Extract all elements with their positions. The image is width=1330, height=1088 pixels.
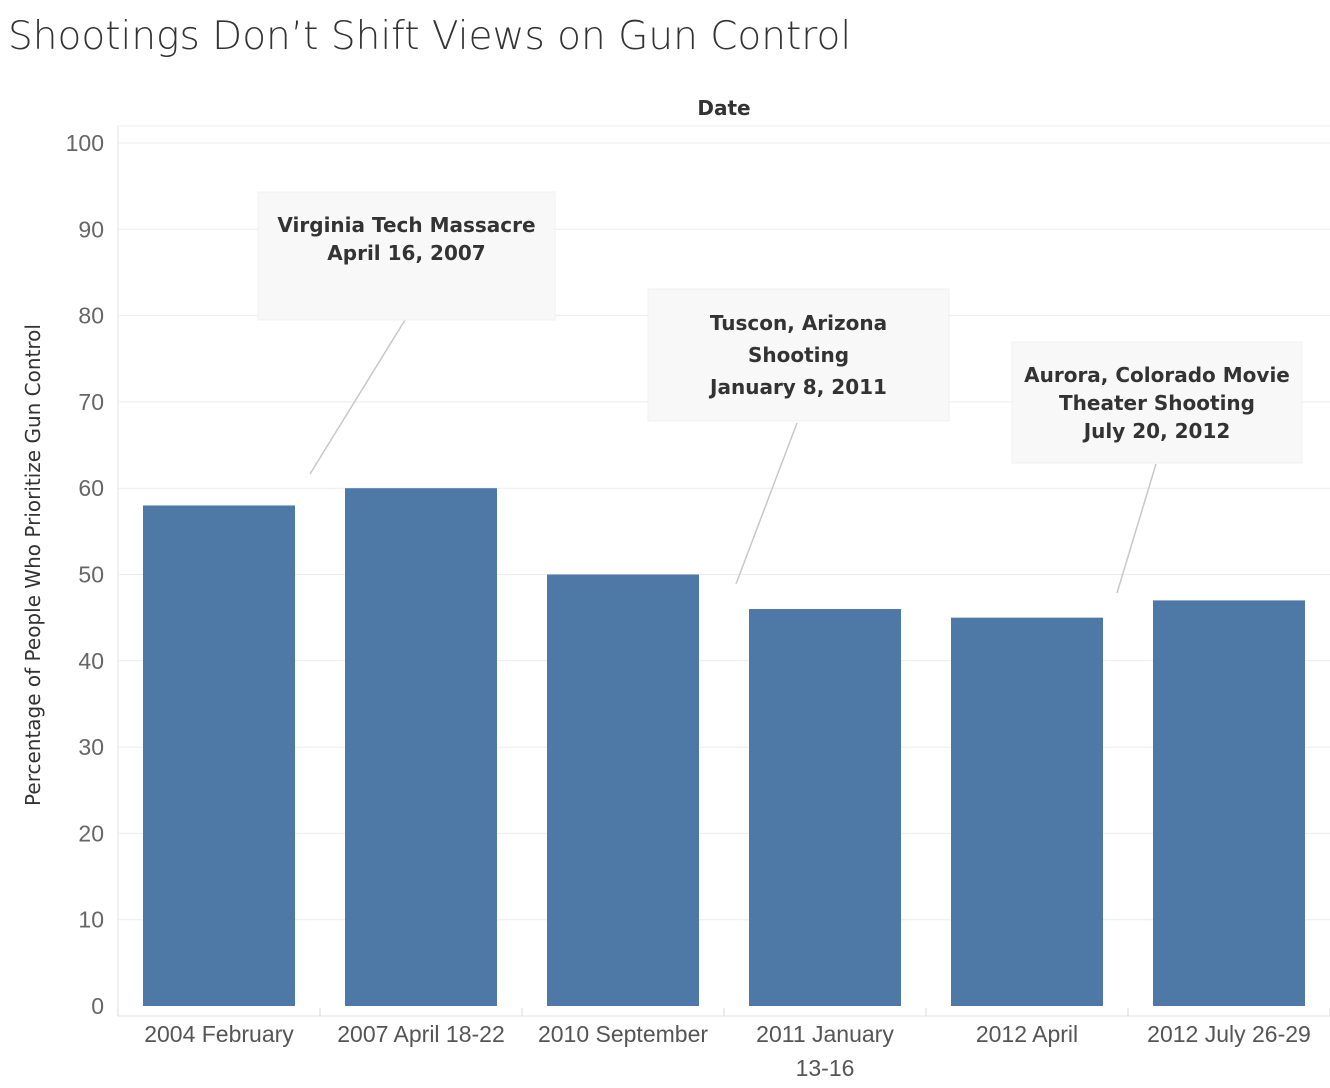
y-tick-label: 40 [78,648,104,674]
x-tick-label: 2010 September [538,1021,708,1047]
y-tick-label: 20 [78,820,104,846]
bars [143,488,1305,1006]
column-header-title: Date [697,96,750,120]
y-tick-label: 30 [78,734,104,760]
annotation-connector [1116,463,1157,594]
x-tick-label: 2012 April [976,1021,1078,1047]
annotation-connector [309,319,406,475]
annotation-callout: Aurora, Colorado Movie Theater Shooting Ju… [1011,341,1303,594]
bar[interactable] [749,609,901,1006]
y-tick-label: 10 [78,907,104,933]
x-tick-label: 2012 July 26-29 [1147,1021,1311,1047]
annotation-callout: Virginia Tech Massacre April 16, 2007 [257,191,556,475]
annotation-connector [735,422,798,585]
annotation-box [1011,341,1303,464]
y-tick-label: 60 [78,475,104,501]
annotations: Virginia Tech Massacre April 16, 2007 Tusc… [257,191,1303,594]
y-axis-ticks: 0 10 20 30 40 50 60 70 80 90 100 [66,130,104,1019]
annotation-box [647,288,950,422]
y-tick-label: 0 [91,993,104,1019]
y-tick-label: 100 [66,130,104,156]
bar[interactable] [143,505,295,1006]
y-tick-label: 50 [78,562,104,588]
x-axis-ticks: 2004 February 2007 April 18-22 2010 Septem… [144,1021,1311,1081]
y-tick-label: 80 [78,303,104,329]
chart-title: Shootings Don’t Shift Views on Gun Contr… [8,14,852,59]
annotation-callout: Tuscon, Arizona Shooting January 8, 2011 [647,288,950,585]
bar[interactable] [951,617,1103,1006]
y-tick-label: 90 [78,216,104,242]
x-tick-label: 2007 April 18-22 [337,1021,505,1047]
annotation-text: Tuscon, Arizona Shooting January 8, 2011 [708,311,887,399]
annotation-box [257,191,556,321]
y-tick-label: 70 [78,389,104,415]
bar[interactable] [1153,600,1305,1006]
annotation-text: Virginia Tech Massacre April 16, 2007 [277,213,535,265]
y-axis-title: Percentage of People Who Prioritize Gun … [21,324,45,806]
x-tick-label: 2004 February [144,1021,294,1047]
bar[interactable] [345,488,497,1006]
annotation-text: Aurora, Colorado Movie Theater Shooting Ju… [1024,363,1290,443]
x-tick-label: 2011 January 13-16 [756,1021,894,1081]
bar[interactable] [547,574,699,1007]
